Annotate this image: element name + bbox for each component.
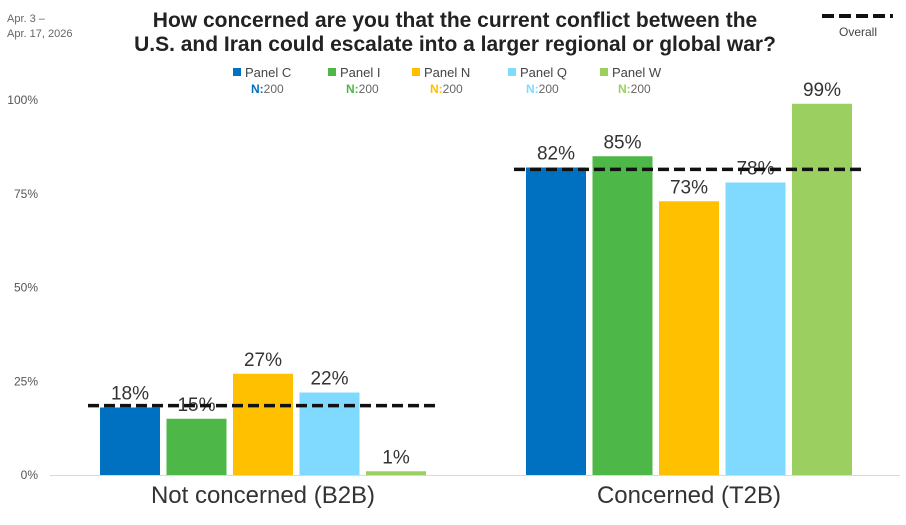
data-label: 22% [310,369,348,390]
legend-n: N:200 [251,82,284,96]
legend-swatch [233,68,241,76]
data-label: 1% [382,447,410,468]
legend-label: Panel N [424,65,470,80]
bar [100,407,160,475]
bar [659,201,719,475]
data-label: 85% [603,132,641,153]
legend-swatch [600,68,608,76]
legend-swatch [508,68,516,76]
date-range: Apr. 3 – [7,13,46,25]
bar [526,167,586,475]
y-tick-label: 0% [21,468,39,482]
data-label: 18% [111,384,149,405]
bar [366,471,426,475]
y-tick-label: 50% [14,281,38,295]
x-category-label: Concerned (T2B) [597,482,781,509]
bar [166,418,227,475]
data-label: 15% [177,395,215,416]
legend-n: N:200 [618,82,651,96]
bar [792,103,852,475]
data-label: 27% [244,350,282,371]
data-label: 73% [670,177,708,198]
data-label: 82% [537,144,575,165]
legend-label: Panel I [340,65,380,80]
legend-swatch [412,68,420,76]
legend-label: Panel Q [520,65,567,80]
y-tick-label: 75% [14,187,38,201]
legend-n: N:200 [526,82,559,96]
bar [592,156,653,475]
legend-n: N:200 [346,82,379,96]
bar [233,373,293,475]
x-category-label: Not concerned (B2B) [151,482,375,509]
date-range: Apr. 17, 2026 [7,28,72,40]
legend-n: N:200 [430,82,463,96]
chart-title: How concerned are you that the current c… [153,9,757,32]
legend-label: Panel W [612,65,662,80]
data-label: 99% [803,80,841,101]
y-tick-label: 100% [7,93,38,107]
legend-swatch [328,68,336,76]
legend-label: Panel C [245,65,291,80]
overall-legend-label: Overall [839,25,877,39]
y-tick-label: 25% [14,374,38,388]
bar [725,182,786,475]
chart-title: U.S. and Iran could escalate into a larg… [134,33,776,56]
